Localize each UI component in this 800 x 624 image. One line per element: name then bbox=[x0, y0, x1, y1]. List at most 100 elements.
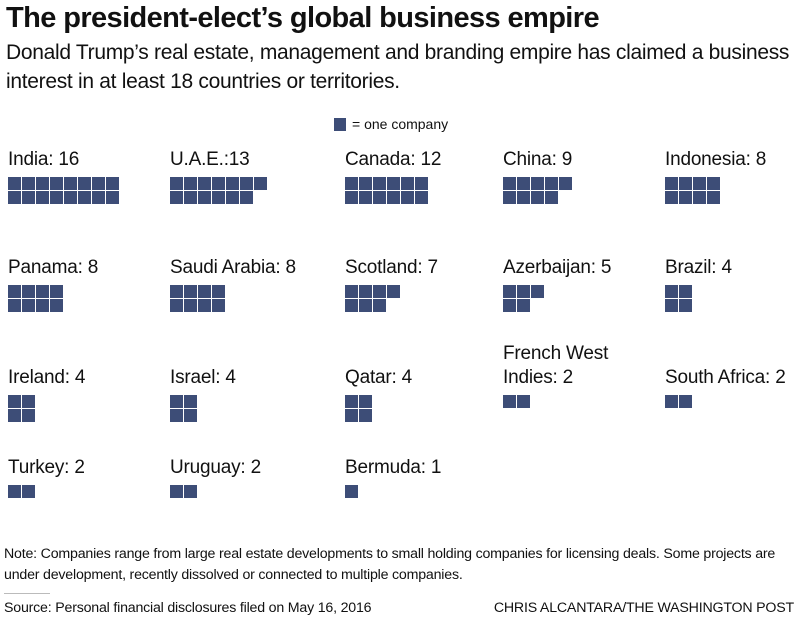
company-unit bbox=[373, 177, 386, 190]
waffle-units bbox=[345, 395, 412, 422]
company-unit bbox=[665, 177, 678, 190]
company-unit bbox=[665, 285, 678, 298]
country-label: Qatar: 4 bbox=[345, 367, 413, 388]
company-unit bbox=[22, 177, 35, 190]
company-unit bbox=[170, 191, 183, 204]
chart-subtitle: Donald Trump’s real estate, management a… bbox=[6, 41, 790, 93]
company-unit bbox=[531, 191, 544, 204]
company-unit bbox=[545, 191, 558, 204]
company-unit bbox=[345, 299, 358, 312]
company-unit bbox=[36, 285, 49, 298]
country-label: U.A.E.:13 bbox=[170, 149, 250, 170]
country-label: Scotland: 7 bbox=[345, 257, 438, 278]
waffle-units bbox=[170, 485, 261, 498]
waffle-units bbox=[665, 285, 732, 312]
waffle-units bbox=[503, 395, 608, 408]
country-label: China: 9 bbox=[503, 149, 573, 170]
company-unit bbox=[679, 191, 692, 204]
waffle-india: India: 16 bbox=[8, 148, 119, 204]
company-unit bbox=[36, 191, 49, 204]
company-unit bbox=[184, 485, 197, 498]
waffle-china: China: 9 bbox=[503, 148, 572, 204]
company-unit bbox=[517, 395, 530, 408]
waffle-uruguay: Uruguay: 2 bbox=[170, 456, 261, 498]
company-unit bbox=[50, 299, 63, 312]
company-unit bbox=[359, 191, 372, 204]
company-unit bbox=[170, 285, 183, 298]
company-unit bbox=[707, 191, 720, 204]
company-unit bbox=[170, 485, 183, 498]
company-unit bbox=[531, 177, 544, 190]
waffle-units bbox=[503, 177, 572, 204]
company-unit bbox=[50, 191, 63, 204]
company-unit bbox=[345, 177, 358, 190]
company-unit bbox=[401, 177, 414, 190]
company-unit bbox=[373, 285, 386, 298]
waffle-units bbox=[665, 395, 786, 408]
waffle-azerbaijan: Azerbaijan: 5 bbox=[503, 256, 612, 312]
company-unit bbox=[517, 299, 530, 312]
company-unit bbox=[665, 191, 678, 204]
company-unit bbox=[387, 191, 400, 204]
waffle-qatar: Qatar: 4 bbox=[345, 366, 412, 422]
waffle-units bbox=[8, 285, 98, 312]
company-unit bbox=[198, 299, 211, 312]
company-unit bbox=[559, 177, 572, 190]
company-unit bbox=[170, 177, 183, 190]
company-unit bbox=[665, 395, 678, 408]
company-unit bbox=[401, 191, 414, 204]
source-text: Source: Personal financial disclosures f… bbox=[4, 600, 372, 616]
company-unit bbox=[184, 299, 197, 312]
company-unit bbox=[226, 177, 239, 190]
company-unit bbox=[170, 299, 183, 312]
company-unit bbox=[387, 285, 400, 298]
country-label: South Africa: 2 bbox=[665, 367, 786, 388]
company-unit bbox=[8, 191, 21, 204]
country-label: Israel: 4 bbox=[170, 367, 236, 388]
waffle-units bbox=[345, 485, 441, 498]
company-unit bbox=[693, 177, 706, 190]
company-unit bbox=[198, 191, 211, 204]
company-unit bbox=[8, 285, 21, 298]
company-unit bbox=[8, 409, 21, 422]
company-unit bbox=[345, 395, 358, 408]
country-label: Bermuda: 1 bbox=[345, 457, 442, 478]
company-unit bbox=[22, 299, 35, 312]
country-label: Uruguay: 2 bbox=[170, 457, 261, 478]
waffle-bermuda: Bermuda: 1 bbox=[345, 456, 441, 498]
company-unit bbox=[665, 299, 678, 312]
waffle-units bbox=[503, 285, 611, 312]
company-unit bbox=[64, 191, 77, 204]
company-unit bbox=[415, 177, 428, 190]
company-unit bbox=[212, 299, 225, 312]
company-unit bbox=[517, 177, 530, 190]
waffle-panama: Panama: 8 bbox=[8, 256, 98, 312]
company-unit bbox=[212, 285, 225, 298]
square-unit-icon bbox=[334, 117, 346, 131]
country-label: Saudi Arabia: 8 bbox=[170, 257, 296, 278]
company-unit bbox=[359, 409, 372, 422]
company-unit bbox=[184, 395, 197, 408]
company-unit bbox=[373, 299, 386, 312]
company-unit bbox=[359, 299, 372, 312]
company-unit bbox=[254, 177, 267, 190]
country-label: Turkey: 2 bbox=[8, 457, 85, 478]
company-unit bbox=[212, 177, 225, 190]
country-label: India: 16 bbox=[8, 149, 80, 170]
company-unit bbox=[212, 191, 225, 204]
company-unit bbox=[359, 285, 372, 298]
legend-label: = one company bbox=[352, 116, 449, 132]
company-unit bbox=[345, 409, 358, 422]
waffle-turkey: Turkey: 2 bbox=[8, 456, 85, 498]
company-unit bbox=[8, 299, 21, 312]
chart-title: The president-elect’s global business em… bbox=[6, 2, 600, 34]
company-unit bbox=[184, 285, 197, 298]
divider bbox=[4, 593, 50, 594]
company-unit bbox=[198, 177, 211, 190]
company-unit bbox=[707, 177, 720, 190]
country-label: Panama: 8 bbox=[8, 257, 99, 278]
waffle-canada: Canada: 12 bbox=[345, 148, 441, 204]
company-unit bbox=[679, 285, 692, 298]
footnote: Note: Companies range from large real es… bbox=[4, 546, 776, 583]
legend: = one company bbox=[334, 116, 448, 132]
